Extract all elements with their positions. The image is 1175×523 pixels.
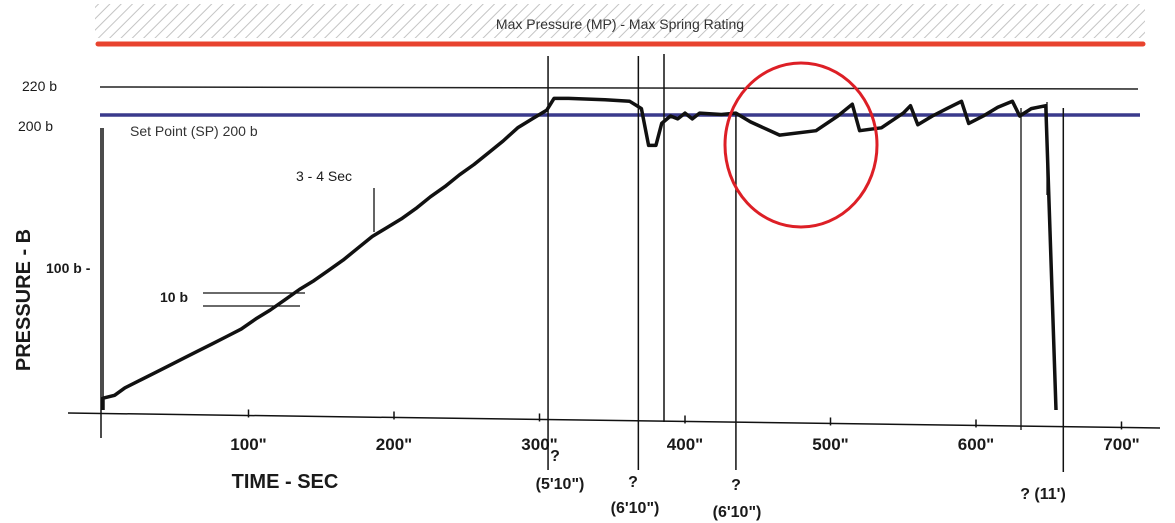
y-tick-label-220: 220 b xyxy=(22,78,57,94)
x-tick-label: 600" xyxy=(958,435,994,454)
step-height-label: 10 b xyxy=(160,289,188,305)
event-label-top: ? xyxy=(731,477,741,494)
event-markers: ? (5'10") ? (6'10")? (6'10") ? (11') xyxy=(536,56,1066,521)
x-tick-label: 200" xyxy=(376,435,412,454)
set-point-label: Set Point (SP) 200 b xyxy=(130,123,258,139)
event-label-top: ? xyxy=(628,474,638,491)
x-tick-label: 500" xyxy=(812,435,848,454)
max-pressure-hatch-band xyxy=(95,4,1145,38)
event-label-top: ? xyxy=(550,448,560,465)
y-axis-title: PRESSURE - B xyxy=(13,229,35,371)
event-label-bottom: ? (11') xyxy=(1020,486,1066,503)
x-axis-ticks: 100" 200" 300" 400" 500" 600" 700" xyxy=(230,409,1140,454)
x-tick-label: 100" xyxy=(230,435,266,454)
y-tick-label-100: 100 b - xyxy=(46,260,91,276)
reference-line-220 xyxy=(99,86,1139,90)
x-tick-label: 700" xyxy=(1103,435,1139,454)
event-label-bottom: (6'10") xyxy=(713,504,762,521)
x-tick-label: 400" xyxy=(667,435,703,454)
event-label-bottom: (6'10") xyxy=(611,500,660,517)
y-tick-label-200: 200 b xyxy=(18,118,53,134)
event-label-bottom: (5'10") xyxy=(536,476,585,493)
max-pressure-label: Max Pressure (MP) - Max Spring Rating xyxy=(496,16,744,32)
oscillation-highlight-circle xyxy=(723,61,879,229)
pressure-trace xyxy=(101,96,1058,411)
x-axis-line xyxy=(67,412,1161,429)
x-axis-title: TIME - SEC xyxy=(232,471,339,493)
step-time-label: 3 - 4 Sec xyxy=(296,168,352,184)
